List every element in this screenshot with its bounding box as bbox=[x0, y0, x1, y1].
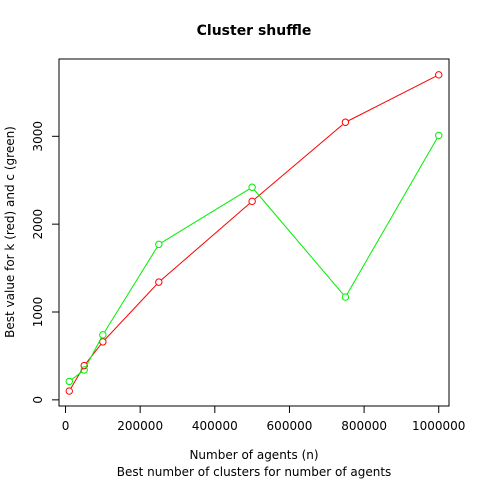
series-1 bbox=[65, 71, 443, 395]
series-2-segment bbox=[346, 138, 438, 295]
series-2-point bbox=[65, 377, 73, 386]
series-layer bbox=[65, 71, 443, 395]
series-1-segment bbox=[70, 368, 83, 389]
series-2-segment bbox=[161, 188, 250, 243]
series-2-segment bbox=[254, 189, 344, 295]
series-2-segment bbox=[104, 247, 158, 333]
y-axis: 0 1000 2000 3000 bbox=[31, 121, 59, 404]
y-tick-label: 0 bbox=[31, 396, 45, 404]
x-axis-label: Number of agents (n) bbox=[189, 448, 318, 462]
series-2-point bbox=[99, 331, 107, 339]
series-2-point bbox=[435, 131, 443, 140]
x-axis: 0 200000 400000 600000 800000 1000000 bbox=[62, 406, 465, 433]
y-axis-label: Best value for k (red) and c (green) bbox=[3, 126, 17, 338]
series-1-point bbox=[341, 118, 350, 126]
x-tick-label: 0 bbox=[62, 419, 70, 433]
series-2-segment bbox=[71, 371, 82, 380]
series-2-point bbox=[341, 293, 350, 301]
x-tick-label: 600000 bbox=[267, 419, 313, 433]
series-1-segment bbox=[104, 284, 157, 340]
series-2-point bbox=[248, 183, 256, 191]
chart-title: Cluster shuffle bbox=[197, 23, 312, 39]
y-tick-label: 2000 bbox=[31, 209, 45, 240]
series-1-segment bbox=[86, 344, 102, 364]
series-2-point bbox=[155, 240, 163, 249]
x-tick-label: 400000 bbox=[192, 419, 238, 433]
series-2-segment bbox=[85, 337, 102, 368]
series-1-point bbox=[248, 197, 256, 206]
series-1-point bbox=[155, 278, 163, 286]
x-tick-label: 800000 bbox=[341, 419, 387, 433]
y-tick-label: 1000 bbox=[31, 297, 45, 328]
chart-subtitle: Best number of clusters for number of ag… bbox=[117, 465, 392, 479]
series-1-point bbox=[80, 361, 88, 370]
y-tick-label: 3000 bbox=[31, 121, 45, 152]
series-1-segment bbox=[161, 203, 250, 281]
series-2-point bbox=[80, 366, 88, 374]
series-1-segment bbox=[348, 75, 436, 122]
series-1-point bbox=[435, 71, 443, 79]
plot-frame bbox=[58, 58, 450, 407]
x-tick-label: 1000000 bbox=[412, 419, 465, 433]
series-1-segment bbox=[254, 124, 344, 200]
series-2 bbox=[65, 131, 443, 386]
series-1-point bbox=[65, 387, 73, 395]
x-tick-label: 200000 bbox=[117, 419, 163, 433]
